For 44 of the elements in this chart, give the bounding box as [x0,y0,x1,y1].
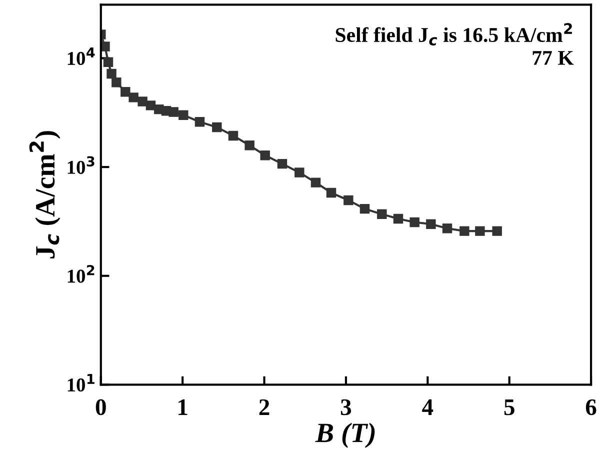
point [120,87,130,97]
point [344,195,354,206]
x-axis-title: B (T) [315,422,375,448]
point [128,92,138,102]
point [112,77,122,88]
x-tick-label: 4 [422,399,434,415]
x-tick-label: 0 [96,399,106,416]
point [326,188,336,198]
y-axis-title: J$_{c}$ (A/cm$^{2}$) [29,131,60,258]
x-tick-label: 5 [504,399,514,416]
point [260,150,270,160]
point [138,96,148,106]
x-tick-label: 2 [259,399,270,415]
x-tick-label: 1 [178,399,188,415]
point [146,100,156,110]
point [168,107,178,117]
x-tick-label: 3 [340,399,352,416]
point [377,209,387,220]
point [360,204,370,214]
point [475,226,485,236]
point [492,226,502,236]
annotation: 77 K [532,51,574,65]
point [426,219,436,229]
point [100,42,110,52]
x-tick-label: 6 [586,399,596,416]
y-tick-label: 10$^{4}$ [68,47,95,66]
point [194,117,205,127]
point [294,168,304,178]
point [103,57,114,67]
point [106,68,116,79]
point [277,158,288,169]
annotation: Self field J$_{c}$ is 16.5 kA/cm$^{2}$ [336,23,572,46]
point [310,178,321,188]
point [178,110,188,120]
point [228,130,238,141]
y-tick-label: 10$^{3}$ [68,156,94,174]
point [410,217,420,228]
point [393,214,404,224]
y-tick-label: 10$^{1}$ [68,374,94,392]
point [460,226,470,236]
point [442,224,452,234]
point [212,122,222,132]
point [244,140,254,150]
y-tick-label: 10$^{2}$ [68,265,94,283]
